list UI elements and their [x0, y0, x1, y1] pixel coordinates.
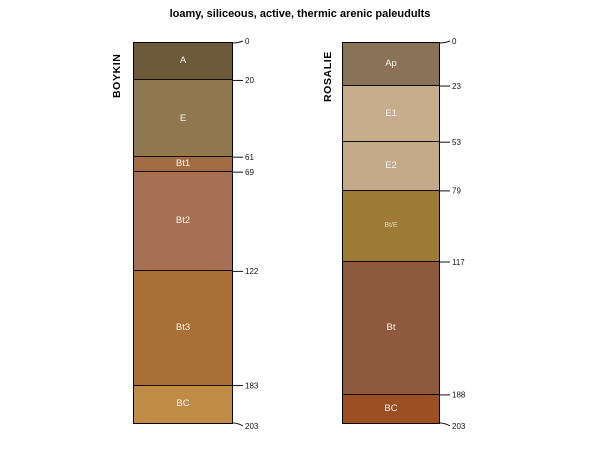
- horizon-band-bc: BC: [343, 394, 439, 423]
- horizon-band-bt-e: Bt/E: [343, 190, 439, 262]
- depth-tick: [232, 422, 244, 427]
- horizon-band-e: E: [134, 80, 232, 158]
- horizon-label: A: [179, 55, 187, 67]
- depth-tick-label: 20: [245, 76, 254, 85]
- horizon-stack-rosalie: Ap E1 E2 Bt/E Bt BC: [342, 42, 440, 424]
- depth-tick-label: 203: [245, 422, 259, 431]
- horizon-label: Bt2: [175, 215, 191, 227]
- horizon-band-bc: BC: [134, 385, 232, 423]
- depth-tick-label: 117: [452, 258, 465, 267]
- figure-title: loamy, siliceous, active, thermic arenic…: [169, 8, 431, 20]
- depth-axis-boykin: 0 20 61 69 122 183 203: [232, 37, 259, 431]
- depth-tick: [439, 40, 451, 44]
- depth-tick-label: 188: [452, 391, 466, 400]
- horizon-label: Ap: [385, 58, 397, 70]
- horizon-band-bt: Bt: [343, 261, 439, 395]
- depth-tick-label: 53: [452, 138, 461, 147]
- horizon-band-e1: E1: [343, 86, 439, 143]
- depth-tick-label: 23: [452, 82, 461, 91]
- horizon-label: BC: [176, 398, 190, 410]
- depth-tick-label: 0: [245, 37, 250, 46]
- horizon-label: Bt/E: [384, 222, 398, 230]
- horizon-band-a: A: [134, 43, 232, 81]
- depth-tick-label: 183: [245, 381, 259, 390]
- depth-tick-label: 61: [245, 153, 254, 162]
- depth-tick-label: 79: [452, 187, 461, 196]
- horizon-band-ap: Ap: [343, 43, 439, 87]
- horizon-label: Bt: [386, 322, 396, 334]
- horizon-label: E1: [385, 107, 397, 119]
- horizon-label: Bt3: [175, 322, 191, 334]
- horizon-label: E: [179, 112, 187, 124]
- depth-tick: [439, 422, 451, 427]
- horizon-band-e2: E2: [343, 142, 439, 191]
- depth-tick-label: 122: [245, 267, 259, 276]
- depth-tick-label: 203: [452, 422, 466, 431]
- depth-tick-label: 0: [452, 37, 457, 46]
- depth-axis-rosalie: 0 23 53 79 117 188 203: [439, 37, 466, 431]
- horizon-stack-boykin: A E Bt1 Bt2 Bt3 BC: [133, 42, 233, 424]
- horizon-band-bt2: Bt2: [134, 172, 232, 272]
- depth-tick-label: 69: [245, 168, 254, 177]
- depth-tick: [232, 40, 244, 44]
- profile-title-boykin: BOYKIN: [111, 53, 123, 98]
- horizon-label: Bt1: [175, 158, 191, 170]
- horizon-label: BC: [384, 403, 398, 415]
- horizon-label: E2: [385, 160, 397, 172]
- profile-title-rosalie: ROSALIE: [322, 51, 334, 102]
- horizon-band-bt1: Bt1: [134, 157, 232, 173]
- horizon-band-bt3: Bt3: [134, 271, 232, 386]
